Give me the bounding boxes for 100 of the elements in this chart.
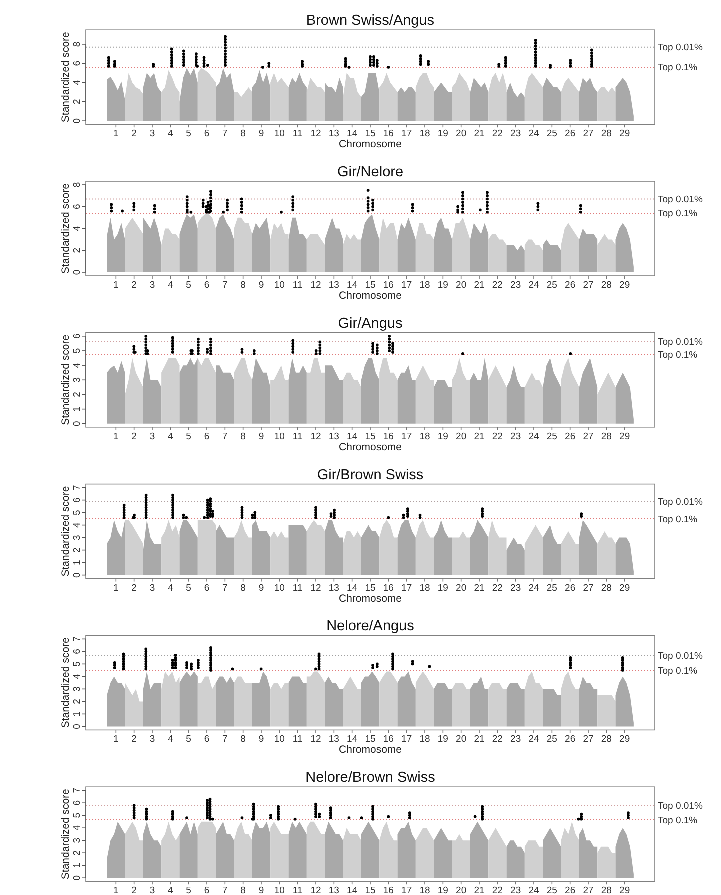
x-tick-label: 11: [292, 431, 303, 442]
x-tick-label: 17: [402, 582, 412, 594]
x-tick-label: 27: [583, 128, 594, 140]
x-tick-label: 2: [132, 886, 137, 895]
x-tick-label: 12: [310, 734, 322, 746]
x-tick-label: 1: [114, 886, 119, 895]
x-tick-label: 17: [402, 128, 412, 140]
x-tick-label: 29: [620, 280, 630, 291]
x-tick-label: 22: [492, 734, 503, 746]
x-tick-label: 2: [132, 128, 137, 140]
x-tick-label: 9: [258, 582, 264, 594]
y-tick-label: 0: [72, 270, 83, 276]
y-tick-label: 3: [72, 686, 83, 692]
y-tick-label: 2: [72, 699, 83, 704]
x-tick-label: 13: [328, 734, 340, 746]
y-tick-label: 2: [72, 850, 83, 856]
x-tick-label: 20: [456, 128, 467, 140]
x-tick-label: 22: [492, 280, 503, 291]
x-tick-label: 10: [274, 280, 285, 291]
x-tick-label: 21: [474, 431, 485, 442]
x-tick-label: 3: [150, 582, 156, 594]
ref-line-label: Top 0.1%: [658, 514, 698, 526]
x-tick-label: 19: [438, 886, 448, 895]
x-tick-label: 15: [365, 280, 376, 291]
x-tick-label: 3: [150, 128, 156, 140]
y-tick-label: 5: [72, 812, 83, 818]
x-tick-label: 18: [420, 128, 430, 140]
x-tick-label: 20: [456, 582, 467, 594]
x-tick-label: 3: [150, 734, 156, 746]
x-tick-label: 16: [383, 886, 394, 895]
y-tick-label: 6: [72, 800, 83, 806]
x-tick-label: 2: [132, 734, 137, 746]
x-tick-label: 7: [222, 128, 228, 140]
x-tick-label: 8: [240, 128, 246, 140]
x-tick-label: 27: [583, 582, 594, 594]
y-axis-title: Standardized score: [60, 32, 72, 123]
x-tick-label: 9: [258, 128, 264, 140]
x-tick-label: 14: [347, 734, 358, 746]
x-tick-label: 5: [186, 734, 192, 746]
x-tick-label: 22: [492, 582, 503, 594]
x-tick-label: 19: [438, 734, 448, 746]
x-tick-label: 23: [510, 128, 522, 140]
x-tick-label: 12: [310, 128, 322, 140]
x-tick-label: 14: [347, 431, 358, 442]
x-tick-label: 21: [474, 280, 485, 291]
x-tick-label: 4: [168, 582, 174, 594]
x-tick-label: 6: [204, 734, 210, 746]
x-tick-label: 16: [383, 280, 394, 291]
y-tick-label: 4: [72, 226, 83, 232]
x-tick-label: 7: [222, 431, 228, 442]
x-tick-label: 7: [222, 886, 228, 895]
y-tick-label: 0: [72, 724, 83, 730]
x-tick-label: 4: [168, 280, 174, 291]
x-tick-label: 15: [365, 582, 376, 594]
x-tick-label: 25: [546, 582, 558, 594]
x-tick-label: 28: [601, 431, 612, 442]
x-tick-label: 1: [114, 280, 119, 291]
y-tick-label: 6: [72, 60, 83, 66]
x-tick-label: 11: [292, 128, 303, 140]
x-tick-label: 29: [620, 734, 630, 746]
x-tick-label: 1: [114, 431, 119, 442]
x-tick-label: 26: [565, 886, 576, 895]
x-tick-label: 17: [402, 886, 412, 895]
x-tick-label: 9: [258, 280, 264, 291]
x-tick-label: 4: [168, 734, 174, 746]
x-tick-label: 17: [402, 280, 412, 291]
y-tick-label: 2: [72, 392, 83, 398]
x-tick-label: 14: [347, 582, 358, 594]
x-tick-label: 28: [601, 280, 612, 291]
y-tick-label: 7: [72, 485, 83, 490]
x-tick-label: 4: [168, 431, 174, 442]
x-tick-label: 25: [546, 280, 558, 291]
y-tick-label: 5: [72, 662, 83, 667]
x-tick-label: 15: [365, 734, 376, 746]
x-tick-label: 13: [328, 886, 340, 895]
ref-line-label: Top 0.01%: [658, 650, 704, 662]
x-tick-label: 10: [274, 582, 285, 594]
x-tick-label: 27: [583, 280, 594, 291]
x-tick-label: 3: [150, 280, 156, 291]
x-tick-label: 10: [274, 431, 285, 442]
chart-title: Gir/Angus: [338, 316, 403, 332]
x-tick-label: 28: [601, 886, 612, 895]
x-tick-label: 4: [168, 886, 174, 895]
ref-line-label: Top 0.01%: [658, 336, 704, 348]
x-tick-label: 24: [528, 128, 540, 140]
chart-title: Nelore/Angus: [326, 618, 414, 635]
x-tick-label: 1: [114, 128, 119, 140]
x-tick-label: 24: [528, 431, 540, 442]
y-tick-label: 6: [72, 498, 83, 503]
x-tick-label: 12: [310, 431, 322, 442]
x-tick-label: 28: [601, 582, 612, 594]
x-axis-title: Chromosome: [338, 441, 402, 454]
ref-line-label: Top 0.1%: [658, 350, 698, 361]
x-tick-label: 8: [240, 582, 246, 594]
x-tick-label: 11: [292, 582, 303, 594]
x-tick-label: 1: [114, 582, 119, 594]
x-tick-label: 19: [438, 582, 448, 594]
y-tick-label: 2: [72, 248, 83, 254]
x-tick-label: 21: [474, 886, 485, 895]
x-tick-label: 23: [510, 431, 522, 442]
